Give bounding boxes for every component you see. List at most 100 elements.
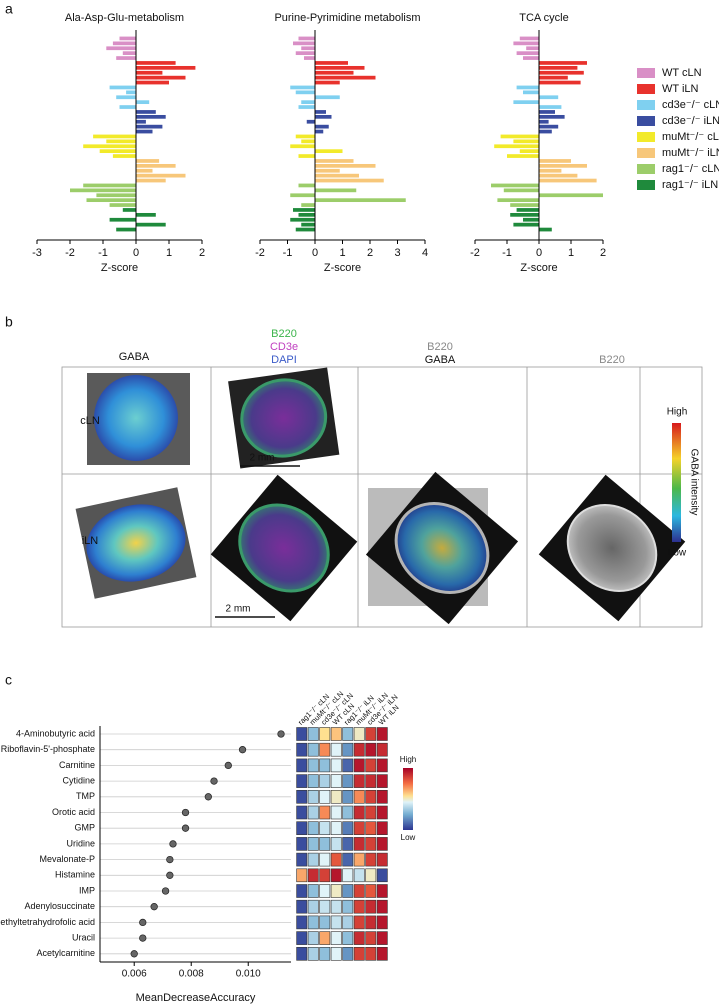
bar	[109, 203, 136, 207]
bar	[136, 173, 186, 178]
bar	[539, 129, 552, 134]
x-tick-label: 0	[312, 247, 318, 259]
heatmap-cell	[330, 727, 342, 741]
bar	[494, 144, 539, 149]
heatmap-cell	[330, 884, 342, 898]
dot	[166, 871, 174, 879]
heatmap-cell	[353, 805, 365, 820]
bar	[83, 183, 136, 188]
heatmap-cell	[342, 789, 354, 804]
x-axis-label: Z-score	[101, 262, 138, 274]
bar	[136, 110, 156, 114]
column-header: B220	[599, 354, 625, 366]
bar	[516, 208, 539, 212]
heatmap-cell	[296, 821, 308, 836]
heatmap-cell	[353, 946, 365, 961]
heatmap-cell	[330, 946, 342, 961]
x-tick-label: 0.008	[179, 969, 204, 980]
bar	[315, 110, 326, 114]
heatmap-cell	[365, 837, 377, 851]
bar	[290, 144, 315, 149]
heatmap-cell	[307, 852, 319, 867]
heatmap-cell	[330, 789, 342, 804]
heatmap-cell	[365, 774, 377, 788]
scale-bar-label: 2 mm	[250, 453, 275, 464]
heatmap-cell	[307, 727, 319, 741]
bar	[539, 65, 578, 70]
bar	[539, 70, 584, 75]
y-tick-label: Uridine	[66, 838, 95, 848]
bar	[526, 46, 539, 51]
legend-swatch	[637, 100, 655, 110]
heatmap-cell	[365, 852, 377, 867]
bar	[298, 212, 315, 217]
colorbar	[672, 423, 681, 542]
dot	[139, 918, 147, 927]
chart-title: Purine-Pyrimidine metabolism	[274, 12, 420, 24]
heatmap-cell	[376, 899, 388, 914]
heatmap-cell	[365, 946, 377, 961]
bar	[295, 51, 315, 56]
heatmap-cell	[342, 868, 354, 883]
bar	[315, 80, 340, 85]
bar	[136, 178, 166, 183]
heatmap-cell	[365, 931, 377, 945]
heatmap-cell	[319, 931, 331, 945]
y-tick-label: Histamine	[55, 870, 95, 880]
heatmap-cell	[342, 805, 354, 820]
column-header: B220	[271, 328, 297, 340]
bar	[295, 90, 315, 95]
heatmap-cell	[353, 774, 365, 788]
heatmap-cell	[319, 837, 331, 851]
x-tick-label: 2	[199, 247, 205, 259]
y-tick-label: Orotic acid	[52, 807, 95, 817]
legend-swatch	[637, 116, 655, 126]
x-tick-label: 0.010	[236, 969, 261, 980]
bar	[315, 95, 340, 100]
panel-label: a	[5, 1, 13, 17]
bar	[116, 56, 136, 60]
heatmap-cell	[307, 915, 319, 930]
bar	[510, 203, 539, 207]
x-tick-label: -3	[32, 247, 42, 259]
heatmap-cell	[307, 789, 319, 804]
bar	[136, 124, 163, 129]
bar	[539, 193, 603, 198]
bar	[301, 222, 315, 227]
legend-swatch	[637, 164, 655, 174]
heatmap-cell	[330, 931, 342, 945]
bar	[109, 217, 136, 222]
bar	[315, 198, 406, 203]
legend-label: cd3e⁻/⁻ cLN	[662, 99, 719, 111]
image	[538, 474, 686, 622]
bar	[106, 46, 136, 51]
bar	[315, 149, 343, 154]
heatmap-cell	[353, 727, 365, 741]
x-axis-label: Z-score	[520, 262, 557, 274]
bar	[136, 65, 196, 70]
bar	[293, 41, 315, 46]
bar	[315, 65, 365, 70]
dot	[181, 808, 190, 817]
legend-label: rag1⁻/⁻ iLN	[662, 179, 718, 191]
heatmap-cell	[376, 742, 388, 757]
bar	[136, 75, 186, 80]
heatmap-cell	[376, 931, 388, 945]
colorbar-label: High	[400, 755, 416, 764]
panel-label: b	[5, 314, 13, 330]
y-tick-label: TMP	[76, 791, 95, 801]
bar	[513, 222, 539, 227]
heatmap-cell	[296, 805, 308, 820]
heatmap-cell	[330, 805, 342, 820]
heatmap-cell	[342, 758, 354, 773]
x-tick-label: 1	[166, 247, 172, 259]
heatmap-cell	[342, 899, 354, 914]
bar	[301, 139, 315, 144]
x-tick-label: -2	[255, 247, 265, 259]
bar	[122, 51, 136, 56]
heatmap-cell	[353, 821, 365, 836]
bar	[510, 212, 539, 217]
bar	[112, 154, 136, 158]
heatmap-cell	[353, 758, 365, 773]
